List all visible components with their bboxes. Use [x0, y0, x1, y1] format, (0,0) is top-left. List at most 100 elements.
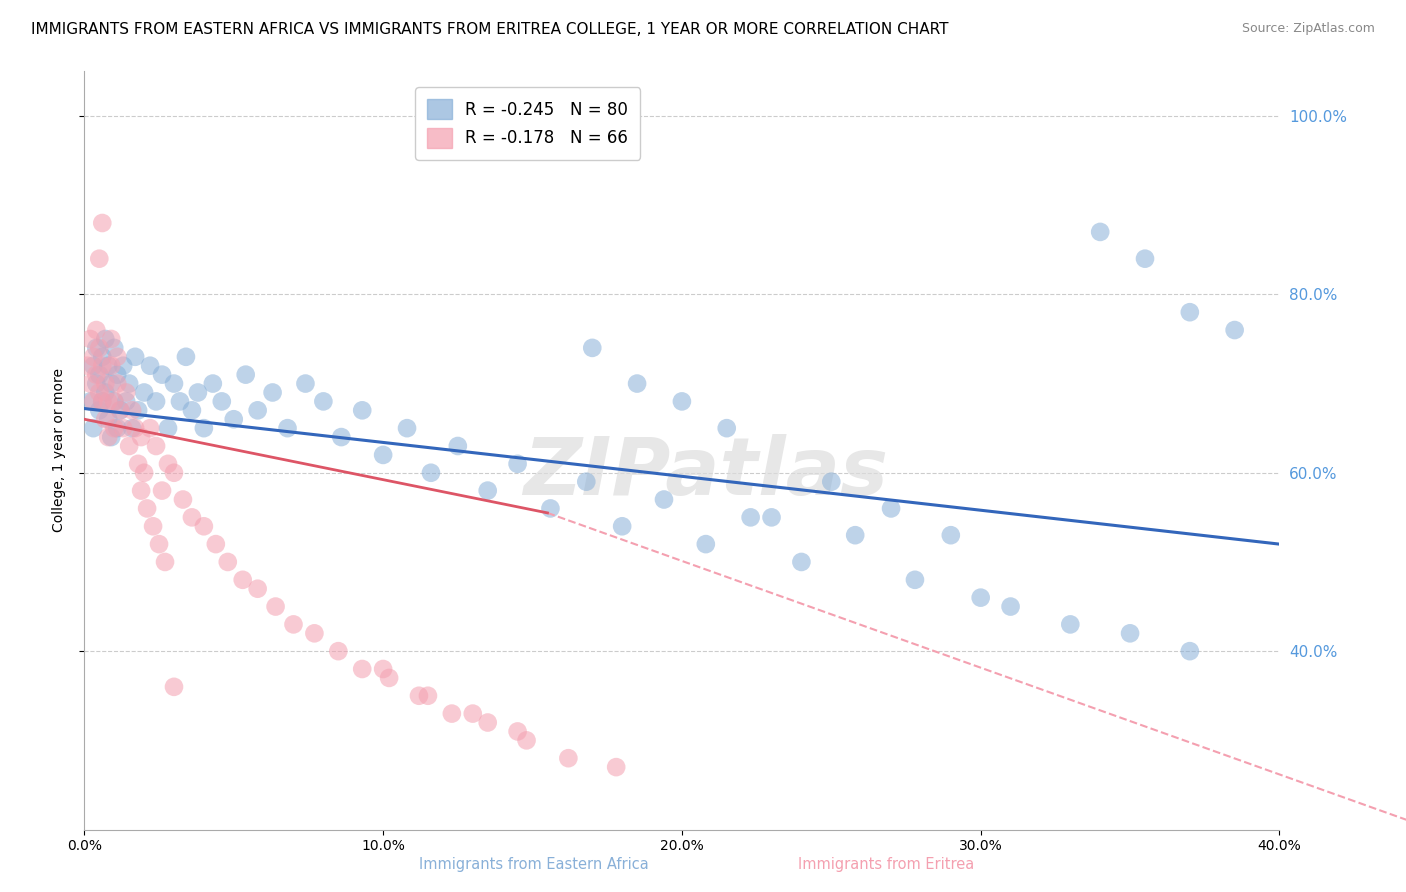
Point — [105, 421, 128, 435]
Point — [181, 403, 204, 417]
Point — [461, 706, 484, 721]
Point — [328, 644, 350, 658]
Point — [86, 341, 108, 355]
Point — [79, 332, 101, 346]
Point — [124, 350, 146, 364]
Text: Source: ZipAtlas.com: Source: ZipAtlas.com — [1241, 22, 1375, 36]
Point — [163, 376, 186, 391]
Point — [163, 680, 186, 694]
Point — [172, 492, 194, 507]
Point — [145, 439, 167, 453]
Point — [94, 412, 117, 426]
Point — [97, 412, 120, 426]
Point — [187, 385, 209, 400]
Legend: R = -0.245   N = 80, R = -0.178   N = 66: R = -0.245 N = 80, R = -0.178 N = 66 — [415, 87, 640, 160]
Point — [246, 582, 269, 596]
Point — [262, 385, 284, 400]
Point — [91, 216, 114, 230]
Text: Immigrants from Eastern Africa: Immigrants from Eastern Africa — [419, 857, 650, 872]
Point — [132, 385, 156, 400]
Point — [880, 501, 903, 516]
Point — [174, 350, 197, 364]
Point — [100, 332, 122, 346]
Point — [136, 501, 159, 516]
Point — [939, 528, 962, 542]
Point — [330, 430, 353, 444]
Point — [294, 376, 316, 391]
Point — [157, 457, 180, 471]
Point — [264, 599, 287, 614]
Point — [79, 394, 101, 409]
Point — [304, 626, 326, 640]
Point — [1178, 644, 1201, 658]
Point — [378, 671, 401, 685]
Point — [157, 421, 180, 435]
Point — [97, 394, 120, 409]
Point — [557, 751, 579, 765]
Point — [118, 439, 141, 453]
Point — [112, 421, 135, 435]
Point — [1000, 599, 1022, 614]
Point — [820, 475, 842, 489]
Point — [408, 689, 430, 703]
Point — [94, 376, 117, 391]
Point — [695, 537, 717, 551]
Point — [193, 421, 215, 435]
Point — [153, 555, 176, 569]
Point — [232, 573, 254, 587]
Point — [91, 394, 114, 409]
Point — [82, 350, 104, 364]
Point — [235, 368, 257, 382]
Point — [163, 466, 186, 480]
Point — [100, 430, 122, 444]
Point — [205, 537, 228, 551]
Text: Immigrants from Eritrea: Immigrants from Eritrea — [797, 857, 974, 872]
Point — [1223, 323, 1246, 337]
Point — [150, 483, 173, 498]
Point — [416, 689, 439, 703]
Point — [79, 376, 101, 391]
Point — [217, 555, 239, 569]
Point — [575, 475, 598, 489]
Point — [312, 394, 335, 409]
Point — [139, 421, 162, 435]
Point — [671, 394, 693, 409]
Point — [94, 385, 117, 400]
Point — [105, 368, 128, 382]
Point — [91, 394, 114, 409]
Point — [211, 394, 233, 409]
Point — [129, 483, 152, 498]
Point — [716, 421, 738, 435]
Point — [506, 457, 529, 471]
Point — [124, 421, 146, 435]
Point — [652, 492, 675, 507]
Point — [105, 350, 128, 364]
Point — [352, 403, 374, 417]
Text: IMMIGRANTS FROM EASTERN AFRICA VS IMMIGRANTS FROM ERITREA COLLEGE, 1 YEAR OR MOR: IMMIGRANTS FROM EASTERN AFRICA VS IMMIGR… — [31, 22, 949, 37]
Point — [283, 617, 305, 632]
Point — [740, 510, 762, 524]
Point — [145, 394, 167, 409]
Point — [89, 252, 111, 266]
Point — [86, 368, 108, 382]
Point — [440, 706, 463, 721]
Point — [86, 323, 108, 337]
Point — [181, 510, 204, 524]
Point — [127, 403, 149, 417]
Point — [82, 359, 104, 373]
Point — [94, 332, 117, 346]
Point — [86, 376, 108, 391]
Point — [91, 359, 114, 373]
Point — [129, 430, 152, 444]
Point — [626, 376, 648, 391]
Point — [447, 439, 470, 453]
Point — [169, 394, 191, 409]
Point — [121, 403, 143, 417]
Point — [516, 733, 538, 747]
Point — [477, 483, 499, 498]
Point — [1178, 305, 1201, 319]
Point — [1119, 626, 1142, 640]
Point — [100, 376, 122, 391]
Point — [1059, 617, 1081, 632]
Point — [103, 394, 125, 409]
